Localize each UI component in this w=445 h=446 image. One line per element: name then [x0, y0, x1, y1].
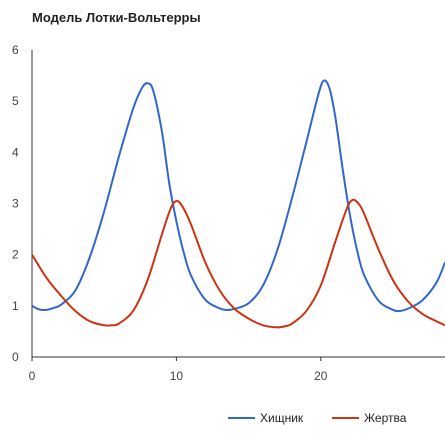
y-tick-label: 1: [12, 299, 19, 313]
y-tick-label: 2: [12, 248, 19, 262]
series-line-predator: [31, 79, 445, 313]
y-tick-label: 5: [12, 94, 19, 108]
series-line-prey: [31, 198, 445, 329]
y-tick-label: 3: [12, 197, 19, 211]
series-layer: [31, 79, 445, 329]
legend-label: Жертва: [364, 411, 407, 425]
legend: Хищник Жертва: [228, 411, 407, 425]
y-tick-label: 4: [12, 145, 19, 159]
y-tick-label: 0: [12, 350, 19, 364]
x-tick-label: 0: [29, 369, 36, 383]
x-tick-label: 20: [314, 369, 328, 383]
legend-label: Хищник: [260, 411, 304, 425]
x-tick-label: 10: [170, 369, 184, 383]
chart-title: Модель Лотки-Вольтерры: [32, 10, 201, 25]
axes: 0 1 2 3 4 5 6 0 10 20: [12, 43, 445, 383]
y-tick-label: 6: [12, 43, 19, 57]
